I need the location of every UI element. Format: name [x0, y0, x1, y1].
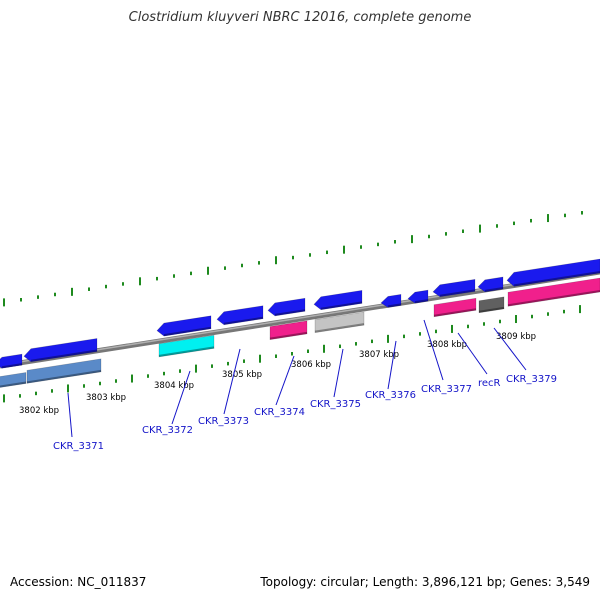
gene-feature-pink-shade: [507, 290, 600, 307]
gene-label-leader: [423, 319, 444, 381]
topology-text: Topology: circular; Length: 3,896,121 bp…: [260, 575, 590, 589]
gene-label: CKR_3374: [254, 407, 305, 418]
gene-label-leader: [387, 340, 397, 390]
gene-feature-pink: [507, 277, 600, 307]
gene-label: CKR_3371: [53, 441, 104, 452]
gene-cds: [0, 353, 23, 369]
gene-feature-gray: [478, 296, 505, 314]
kbp-label: 3803 kbp: [86, 393, 126, 403]
gene-label-leader: [493, 327, 527, 371]
kbp-label: 3802 kbp: [19, 406, 59, 416]
gene-feature-steel: [26, 358, 102, 384]
gene-cds: [432, 279, 476, 298]
gene-label-leader: [223, 348, 241, 415]
gene-label: CKR_3377: [421, 384, 472, 395]
accession-text: Accession: NC_011837: [10, 575, 147, 589]
gene-cds-shade: [387, 303, 402, 308]
gene-feature-steel-shade: [0, 381, 27, 388]
gene-feature-pink-shade: [269, 331, 308, 340]
gene-feature-pink: [269, 320, 308, 341]
gene-feature-silver: [314, 311, 365, 334]
gene-label-leader: [333, 348, 344, 398]
kbp-label: 3809 kbp: [496, 332, 536, 342]
kbp-label: 3805 kbp: [222, 370, 262, 380]
gene-label: CKR_3372: [142, 425, 193, 436]
gene-label-leader: [275, 355, 295, 406]
gene-label-leader: [67, 392, 73, 438]
gene-cds-shade: [30, 349, 98, 362]
map-title: Clostridium kluyveri NBRC 12016, complet…: [128, 10, 472, 25]
gene-cds-shade: [513, 271, 600, 287]
kbp-label: 3807 kbp: [359, 350, 399, 360]
gene-label-leader: [457, 332, 488, 375]
gene-label: CKR_3379: [506, 374, 557, 385]
gene-cds: [156, 315, 212, 337]
gene-cds: [267, 297, 306, 317]
gene-cds: [477, 276, 504, 293]
gene-label: recR: [478, 378, 501, 389]
gene-feature-pink: [433, 297, 477, 318]
gene-cds: [407, 289, 429, 304]
gene-cds-shade: [223, 316, 264, 325]
gene-cds-shade: [274, 309, 306, 316]
kbp-label: 3804 kbp: [154, 381, 194, 391]
gene-cds-shade: [484, 287, 504, 292]
gene-feature-steel-shade: [26, 369, 102, 384]
gene-cds-shade: [1, 363, 23, 369]
gene-feature-pink-shade: [433, 308, 477, 317]
gene-cds: [216, 305, 264, 326]
gene-label: CKR_3373: [198, 416, 249, 427]
gene-cds-shade: [439, 289, 476, 297]
gene-cds-shade: [163, 326, 212, 337]
gene-label: CKR_3375: [310, 399, 361, 410]
kbp-label: 3808 kbp: [427, 340, 467, 350]
kbp-label: 3806 kbp: [291, 360, 331, 370]
gene-cds: [313, 290, 363, 311]
gene-cds-shade: [414, 299, 429, 304]
gene-feature-silver-shade: [314, 323, 365, 333]
gene-feature-cyan-shade: [158, 346, 215, 357]
gene-label-leader: [171, 370, 191, 425]
gene-label: CKR_3376: [365, 390, 416, 401]
gene-feature-steel: [0, 372, 27, 388]
gene-cds: [506, 258, 600, 287]
gene-cds: [23, 338, 98, 363]
gene-feature-gray-shade: [478, 306, 505, 313]
gene-cds-shade: [320, 301, 363, 310]
gene-feature-cyan: [158, 334, 215, 358]
gene-cds: [380, 293, 402, 308]
